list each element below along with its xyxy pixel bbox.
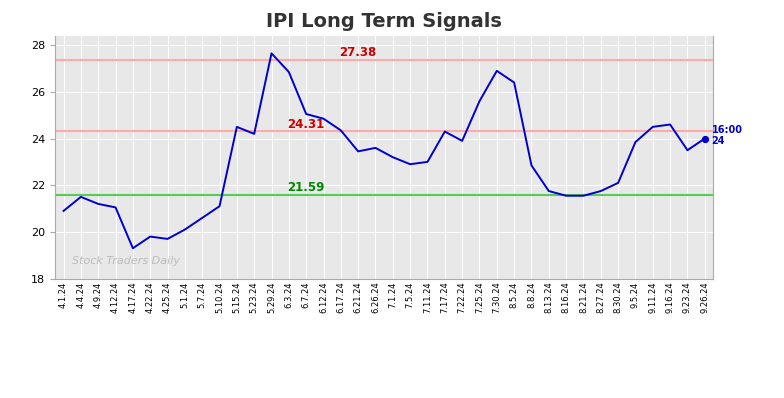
Point <box>699 135 711 142</box>
Text: 21.59: 21.59 <box>288 181 325 194</box>
Text: 24: 24 <box>712 136 725 146</box>
Text: Stock Traders Daily: Stock Traders Daily <box>72 256 180 266</box>
Text: 16:00: 16:00 <box>712 125 742 135</box>
Text: 24.31: 24.31 <box>288 118 325 131</box>
Title: IPI Long Term Signals: IPI Long Term Signals <box>267 12 502 31</box>
Text: 27.38: 27.38 <box>339 46 377 59</box>
